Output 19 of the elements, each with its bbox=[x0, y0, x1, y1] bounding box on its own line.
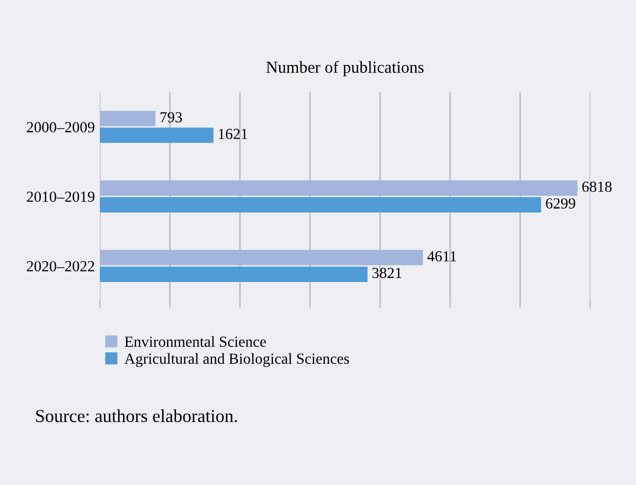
bar bbox=[100, 266, 368, 282]
data-label: 3821 bbox=[372, 268, 402, 278]
bar bbox=[100, 128, 214, 143]
data-label: 1621 bbox=[218, 128, 248, 140]
bar bbox=[100, 197, 542, 212]
y-tick-label: 2020–2022 bbox=[26, 261, 94, 272]
y-tick-label: 2010–2019 bbox=[26, 192, 94, 202]
source-note: Source: authors elaboration. bbox=[36, 409, 237, 422]
data-label: 6299 bbox=[546, 198, 576, 209]
bar bbox=[100, 110, 156, 126]
legend-label: Agricultural and Biological Sciences bbox=[124, 353, 350, 368]
y-tick-label: 2000–2009 bbox=[26, 122, 94, 132]
data-label: 793 bbox=[160, 112, 182, 122]
data-label: 6818 bbox=[582, 182, 612, 192]
legend-label: Environmental Science bbox=[124, 336, 266, 347]
data-label: 4611 bbox=[427, 251, 456, 262]
chart-title: Number of publications bbox=[266, 60, 424, 76]
bar bbox=[100, 180, 578, 196]
bar bbox=[100, 250, 423, 266]
